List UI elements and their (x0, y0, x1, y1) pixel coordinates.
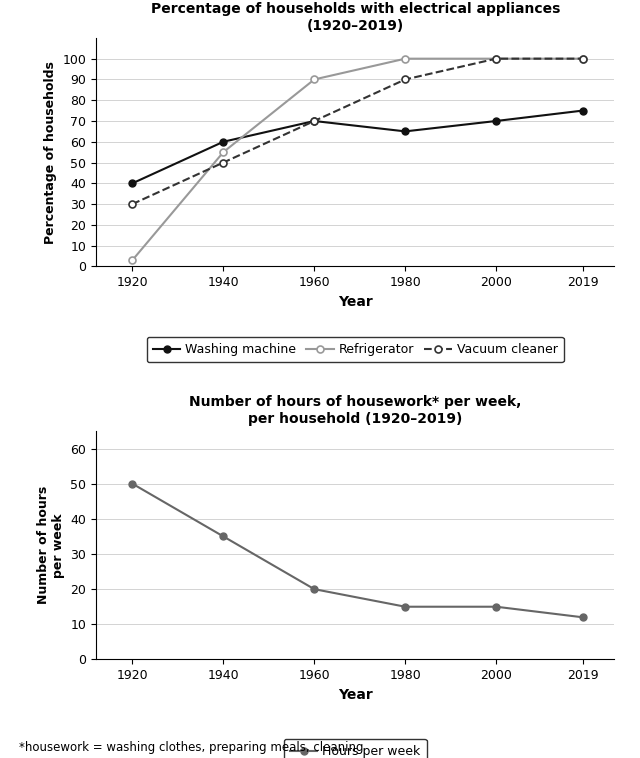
Legend: Hours per week: Hours per week (284, 739, 427, 758)
Title: Percentage of households with electrical appliances
(1920–2019): Percentage of households with electrical… (150, 2, 560, 33)
Y-axis label: Percentage of households: Percentage of households (44, 61, 57, 243)
Text: *housework = washing clothes, preparing meals, cleaning: *housework = washing clothes, preparing … (19, 741, 364, 754)
Y-axis label: Number of hours
per week: Number of hours per week (36, 486, 65, 604)
X-axis label: Year: Year (338, 295, 372, 309)
X-axis label: Year: Year (338, 688, 372, 702)
Title: Number of hours of housework* per week,
per household (1920–2019): Number of hours of housework* per week, … (189, 396, 522, 425)
Legend: Washing machine, Refrigerator, Vacuum cleaner: Washing machine, Refrigerator, Vacuum cl… (147, 337, 564, 362)
